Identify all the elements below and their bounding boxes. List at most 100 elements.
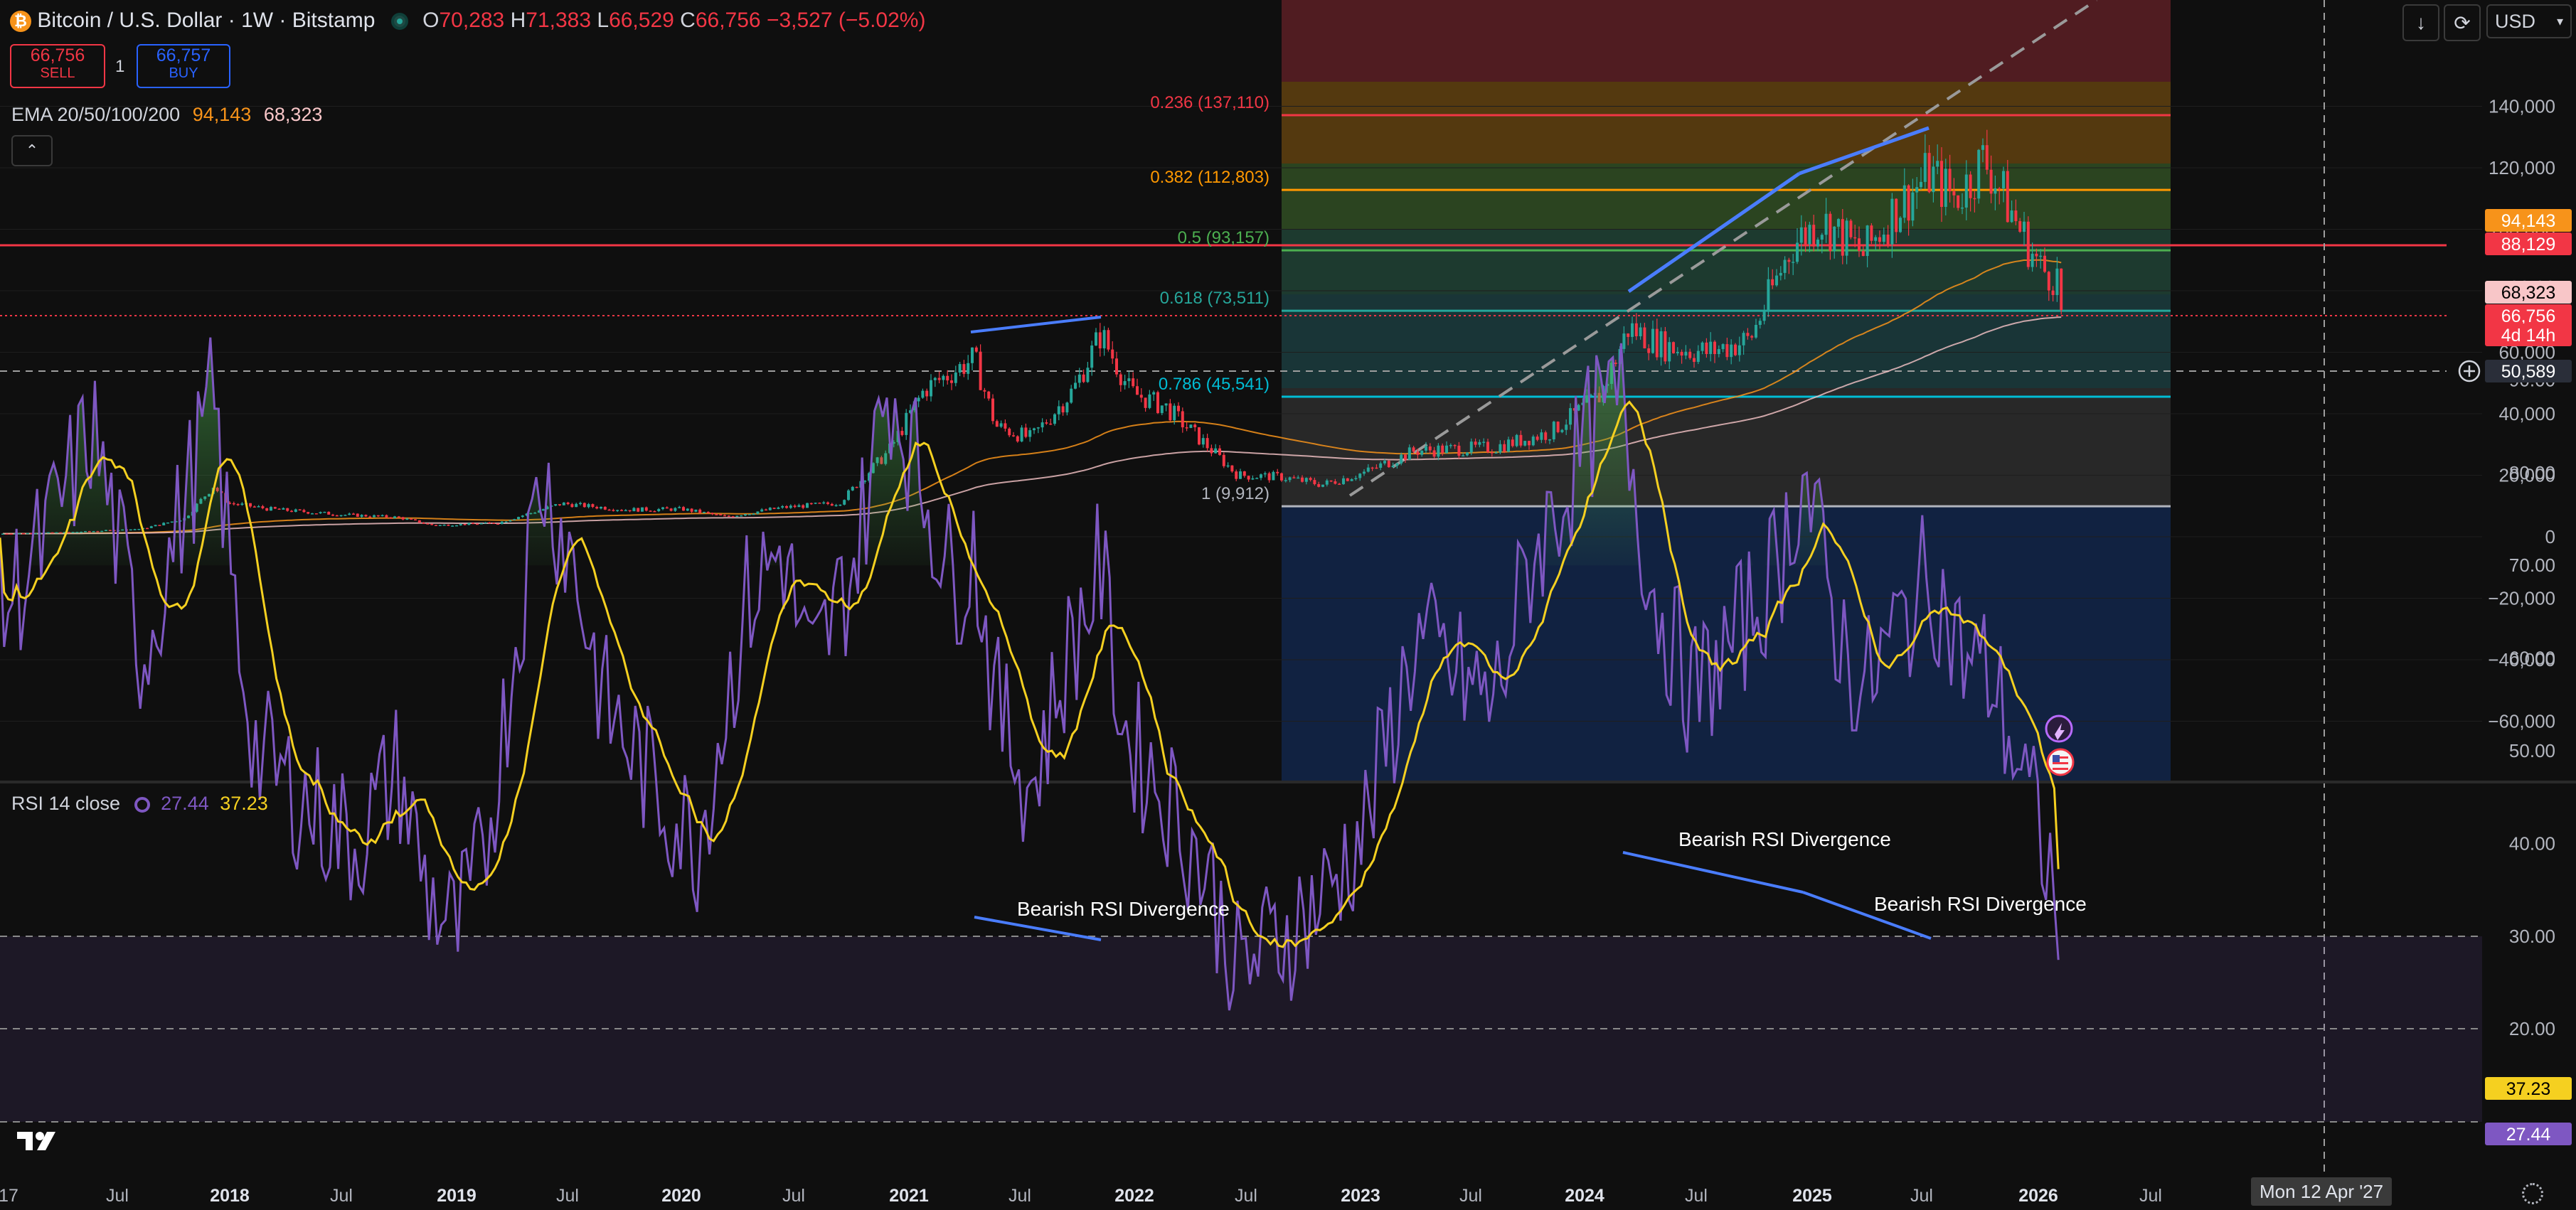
candle-body [541, 509, 545, 511]
fib-level-lines [1282, 114, 2171, 508]
candle-body [1346, 478, 1349, 481]
refresh-button[interactable]: ⟳ [2444, 4, 2481, 41]
currency-value: USD [2495, 10, 2536, 32]
ema-lines [3, 259, 2062, 535]
sell-button[interactable]: 66,756 SELL [10, 44, 105, 88]
candle-body [1412, 447, 1415, 452]
candle-body [2060, 268, 2063, 311]
candle-body [1181, 411, 1184, 428]
candle-body [2023, 221, 2026, 232]
ai-assistant-icon[interactable] [2045, 714, 2073, 743]
rsi-legend[interactable]: RSI 14 close 27.44 37.23 [11, 793, 268, 815]
candle-body [1301, 477, 1304, 482]
candle-body [1486, 441, 1489, 453]
candle-body [991, 398, 994, 422]
us-flag-event-icon[interactable] [2046, 748, 2075, 776]
candle-body [1870, 225, 1873, 241]
time-axis-label: 2025 [1792, 1186, 1832, 1206]
candle-body [1363, 471, 1366, 474]
candle-body [488, 522, 491, 524]
rsi-label: RSI 14 close [11, 793, 121, 814]
time-axis-label: 2021 [889, 1186, 929, 1206]
candle-body [1849, 220, 1853, 237]
candle-body [839, 504, 842, 506]
candle-body [1119, 374, 1122, 385]
candle-body [735, 515, 739, 517]
candle-body [930, 380, 932, 397]
settings-gear-icon[interactable] [2522, 1183, 2543, 1204]
candle-body [1730, 344, 1733, 358]
crosshair-plus-icon[interactable] [2458, 360, 2481, 382]
candle-body [974, 347, 978, 352]
time-axis-label: Jul [106, 1186, 129, 1206]
candle-body [1890, 198, 1894, 245]
candle-body [1387, 461, 1390, 468]
candle-body [1565, 424, 1568, 430]
candle-body [504, 521, 508, 523]
buy-price: 66,757 [156, 45, 211, 65]
candle-body [1515, 434, 1518, 446]
candle-body [521, 515, 524, 518]
rsi-tag-bg [2485, 1077, 2572, 1100]
candle-body [1812, 225, 1816, 247]
fib-level-labels: 0.236 (137,110) 0.382 (112,803) 0.5 (93,15… [1150, 93, 1270, 503]
candle-body [653, 510, 656, 513]
candle-body [1193, 424, 1197, 427]
candle-body [591, 504, 595, 508]
price-tag-bg [2485, 209, 2572, 232]
candle-body [661, 507, 664, 510]
candle-body [1235, 471, 1238, 479]
candle-body [249, 503, 252, 507]
price-axis[interactable]: 140,000120,000100,00080,00060,00040,0002… [2488, 96, 2555, 732]
fib-label: 0.5 (93,157) [1178, 228, 1270, 247]
candle-body [1940, 161, 1943, 208]
symbol-title[interactable]: Bitcoin / U.S. Dollar · 1W · Bitstamp [37, 9, 376, 32]
candle-body [1309, 478, 1312, 481]
candle-body [1284, 480, 1287, 481]
candle-body [1590, 395, 1592, 397]
candle-body [376, 515, 380, 517]
price-tag-label: 50,589 [2501, 362, 2555, 382]
divergence-annotations: Bearish RSI Divergence Bearish RSI Diverg… [1017, 828, 2087, 920]
ema-legend[interactable]: EMA 20/50/100/200 94,143 68,323 [11, 104, 322, 126]
fib-label: 0.236 (137,110) [1150, 93, 1270, 112]
candle-body [2026, 221, 2030, 267]
candle-body [1420, 450, 1424, 455]
candle-body [979, 351, 982, 390]
candle-body [669, 508, 673, 511]
rsi-divergence-3 [1802, 891, 1932, 940]
candle-body [1139, 395, 1143, 398]
download-button[interactable]: ↓ [2402, 4, 2439, 41]
candle-body [1407, 447, 1411, 460]
currency-select[interactable]: USD ▾ [2486, 4, 2572, 38]
candle-body [1329, 480, 1333, 482]
candle-body [1024, 427, 1028, 437]
candle-body [1028, 430, 1032, 437]
candle-body [500, 521, 504, 524]
fibonacci-retracement[interactable] [1282, 0, 2171, 781]
candle-body [319, 512, 322, 514]
candle-body [492, 523, 496, 524]
candle-body [414, 519, 417, 520]
candle-body [727, 515, 730, 517]
buy-label: BUY [169, 65, 198, 81]
candle-body [1102, 330, 1106, 349]
tradingview-logo-icon[interactable] [17, 1132, 55, 1150]
candle-body [1804, 227, 1807, 245]
candle-body [1531, 437, 1535, 446]
candle-body [1036, 427, 1040, 429]
buy-button[interactable]: 66,757 BUY [137, 44, 230, 88]
rsi-moving-average [0, 400, 2060, 948]
candle-body [946, 375, 949, 381]
candle-body [162, 523, 166, 525]
candle-body [1148, 394, 1151, 408]
candle-body [1631, 323, 1634, 337]
rsi-refresh-icon [134, 796, 150, 813]
candle-body [1858, 238, 1861, 252]
collapse-legend-button[interactable]: ⌃ [11, 135, 53, 166]
candle-body [438, 525, 442, 526]
price-trend-lines[interactable] [970, 126, 1930, 333]
candle-body [1457, 445, 1461, 456]
